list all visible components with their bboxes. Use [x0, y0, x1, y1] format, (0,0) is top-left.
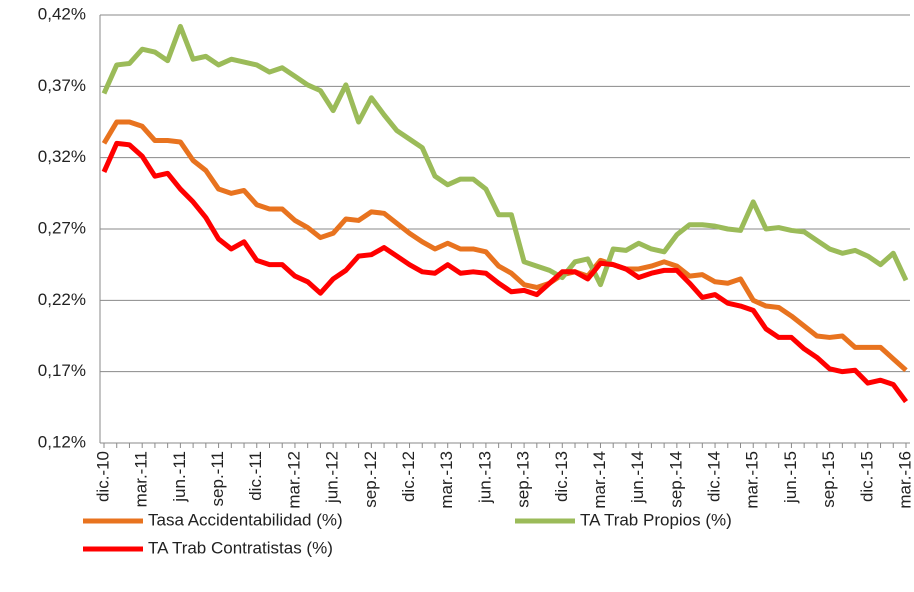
x-tick-label: dic.-14 — [705, 451, 724, 502]
y-tick-label: 0,17% — [38, 361, 86, 380]
x-tick-label: dic.-12 — [399, 451, 418, 502]
x-tick-label: sep.-13 — [514, 451, 533, 508]
x-tick-label: jun.-11 — [170, 451, 189, 503]
x-tick-label: mar.-12 — [284, 451, 303, 509]
x-tick-label: dic.-13 — [552, 451, 571, 502]
y-tick-label: 0,27% — [38, 218, 86, 237]
x-tick-label: dic.-10 — [93, 451, 112, 502]
y-tick-label: 0,22% — [38, 290, 86, 309]
x-tick-label: jun.-13 — [475, 451, 494, 504]
x-tick-label: mar.-16 — [895, 451, 914, 509]
y-tick-label: 0,12% — [38, 432, 86, 451]
x-tick-label: mar.-15 — [743, 451, 762, 509]
legend-label: Tasa Accidentabilidad (%) — [148, 510, 343, 529]
legend-label: TA Trab Contratistas (%) — [148, 538, 333, 557]
x-tick-label: mar.-11 — [132, 451, 151, 507]
legend-label: TA Trab Propios (%) — [580, 510, 732, 529]
y-tick-label: 0,37% — [38, 76, 86, 95]
series-line — [101, 140, 909, 404]
x-tick-label: mar.-14 — [590, 451, 609, 509]
x-tick-label: jun.-15 — [781, 451, 800, 504]
x-tick-label: sep.-15 — [819, 451, 838, 508]
x-tick-label: jun.-12 — [323, 451, 342, 504]
x-tick-label: dic.-15 — [857, 451, 876, 502]
x-tick-label: dic.-11 — [246, 451, 265, 501]
series-line — [101, 119, 908, 373]
x-tick-label: mar.-13 — [437, 451, 456, 509]
y-tick-label: 0,32% — [38, 147, 86, 166]
x-tick-label: sep.-14 — [666, 451, 685, 508]
x-tick-label: sep.-11 — [208, 451, 227, 506]
x-tick-label: sep.-12 — [361, 451, 380, 508]
x-tick-label: jun.-14 — [628, 451, 647, 504]
series-line — [101, 23, 909, 288]
y-tick-label: 0,42% — [38, 4, 86, 23]
